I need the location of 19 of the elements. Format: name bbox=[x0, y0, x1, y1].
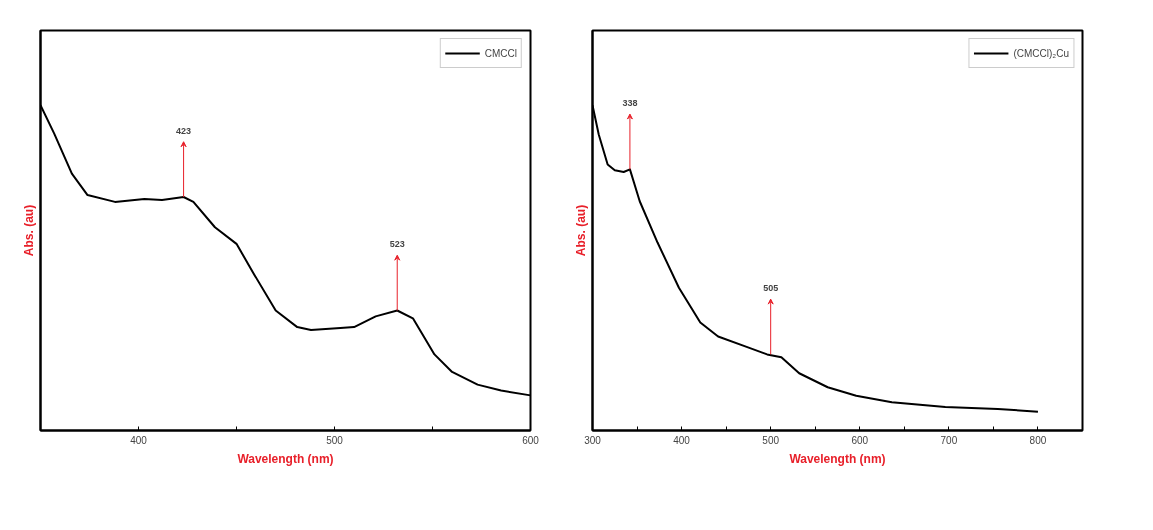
x-axis-title: Wavelength (nm) bbox=[237, 451, 334, 466]
annotation: 338 bbox=[622, 97, 638, 108]
x-tick-label: 400 bbox=[130, 434, 148, 446]
y-axis-title: Abs. (au) bbox=[21, 204, 36, 257]
legend-label: (CMCCl)₂Cu bbox=[1013, 47, 1069, 59]
x-tick-label: 400 bbox=[673, 434, 691, 446]
annotation: 523 bbox=[389, 239, 405, 250]
annotation: 505 bbox=[763, 282, 779, 293]
x-tick-label: 700 bbox=[940, 434, 958, 446]
annotation: 423 bbox=[176, 125, 192, 136]
legend-label: CMCCl bbox=[484, 47, 517, 59]
y-axis-title: Abs. (au) bbox=[573, 204, 588, 257]
x-tick-label: 600 bbox=[851, 434, 869, 446]
x-tick-label: 500 bbox=[762, 434, 780, 446]
x-tick-label: 600 bbox=[522, 434, 540, 446]
x-tick-label: 300 bbox=[584, 434, 602, 446]
x-tick-label: 500 bbox=[326, 434, 344, 446]
x-tick-label: 800 bbox=[1029, 434, 1047, 446]
x-axis-title: Wavelength (nm) bbox=[789, 451, 886, 466]
